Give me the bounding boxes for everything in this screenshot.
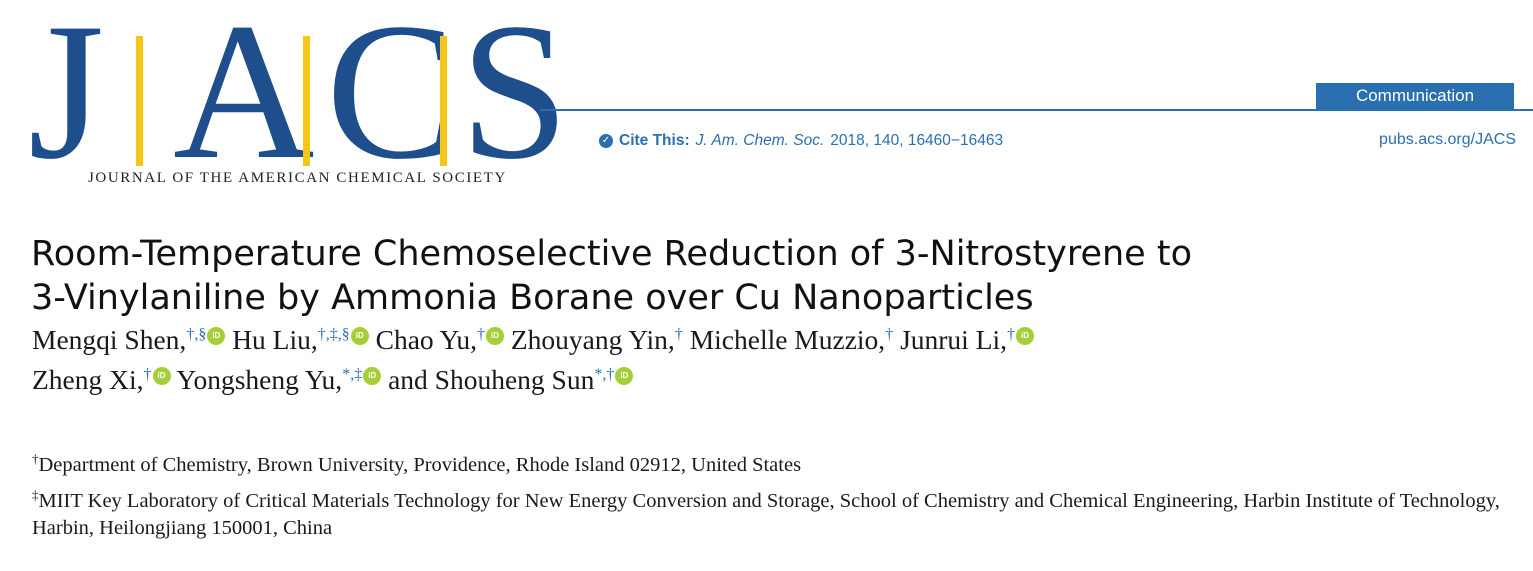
orcid-icon[interactable]: iD: [615, 367, 634, 385]
orcid-icon[interactable]: iD: [485, 327, 504, 345]
article-title: Room-Temperature Chemoselective Reductio…: [31, 232, 1521, 320]
author-name[interactable]: Chao Yu,: [375, 324, 477, 355]
article-title-line: 3-Vinylaniline by Ammonia Borane over Cu…: [31, 278, 1034, 318]
header-divider: [540, 109, 1533, 111]
affiliation-text: MIIT Key Laboratory of Critical Material…: [32, 490, 1500, 539]
author-name[interactable]: Michelle Muzzio,: [689, 324, 886, 355]
orcid-icon[interactable]: iD: [363, 367, 382, 385]
citation-journal[interactable]: J. Am. Chem. Soc.: [695, 132, 825, 149]
journal-full-name: JOURNAL OF THE AMERICAN CHEMICAL SOCIETY: [88, 170, 507, 186]
orcid-icon[interactable]: iD: [207, 327, 226, 345]
orcid-icon[interactable]: iD: [152, 367, 171, 385]
journal-url-link[interactable]: pubs.acs.org/JACS: [1379, 131, 1516, 148]
article-title-line: Room-Temperature Chemoselective Reductio…: [31, 234, 1192, 274]
author-affiliation-marks[interactable]: *,‡: [342, 365, 363, 383]
logo-letter-c: C: [326, 0, 457, 200]
affiliation-text: Department of Chemistry, Brown Universit…: [38, 454, 802, 476]
author-affiliation-marks[interactable]: *,†: [594, 365, 615, 383]
author-affiliation-marks[interactable]: †,‡,§: [317, 325, 350, 343]
affiliation-list: †Department of Chemistry, Brown Universi…: [32, 452, 1522, 551]
journal-masthead: J A C S JOURNAL OF THE AMERICAN CHEMICAL…: [0, 0, 1533, 200]
author-affiliation-marks[interactable]: †: [476, 325, 485, 343]
author-affiliation-marks[interactable]: †,§: [186, 325, 207, 343]
author-affiliation-marks[interactable]: †: [674, 325, 683, 343]
orcid-icon[interactable]: iD: [350, 327, 369, 345]
article-type-badge: Communication: [1316, 83, 1514, 109]
author-line: Mengqi Shen,†,§ iD Hu Liu,†,‡,§ iD Chao Yu…: [32, 320, 1522, 360]
citation-line[interactable]: ✓ Cite This: J. Am. Chem. Soc. 2018, 140…: [599, 132, 1003, 150]
affiliation-entry: ‡MIIT Key Laboratory of Critical Materia…: [32, 488, 1522, 542]
logo-gold-bar: [303, 36, 310, 166]
affiliation-entry: †Department of Chemistry, Brown Universi…: [32, 452, 1522, 479]
author-list: Mengqi Shen,†,§ iD Hu Liu,†,‡,§ iD Chao Yu…: [32, 320, 1522, 400]
author-affiliation-marks[interactable]: †: [1007, 325, 1016, 343]
author-affiliation-marks[interactable]: †: [885, 325, 894, 343]
affiliation-mark: †: [32, 451, 39, 467]
cite-this-label[interactable]: Cite This:: [619, 132, 690, 149]
orcid-icon[interactable]: iD: [1016, 327, 1035, 345]
author-line: Zheng Xi,† iD Yongsheng Yu,*,‡ iD and Shou…: [32, 360, 1522, 400]
author-name[interactable]: Mengqi Shen,: [32, 324, 187, 355]
author-name[interactable]: Hu Liu,: [232, 324, 318, 355]
affiliation-mark: ‡: [32, 487, 39, 503]
author-affiliation-marks[interactable]: †: [143, 365, 152, 383]
author-name[interactable]: Junrui Li,: [900, 324, 1008, 355]
jacs-logo: J A C S JOURNAL OF THE AMERICAN CHEMICAL…: [28, 0, 570, 200]
author-name[interactable]: Yongsheng Yu,: [176, 364, 343, 395]
author-name[interactable]: and Shouheng Sun: [388, 364, 595, 395]
logo-letter-a: A: [173, 0, 315, 200]
author-name[interactable]: Zhouyang Yin,: [510, 324, 675, 355]
logo-gold-bar: [136, 36, 143, 166]
logo-letter-s: S: [460, 0, 570, 200]
logo-letter-j: J: [28, 0, 105, 200]
citation-details[interactable]: 2018, 140, 16460−16463: [830, 132, 1004, 149]
author-name[interactable]: Zheng Xi,: [32, 364, 144, 395]
logo-gold-bar: [440, 36, 447, 166]
check-circle-icon: ✓: [599, 134, 613, 148]
